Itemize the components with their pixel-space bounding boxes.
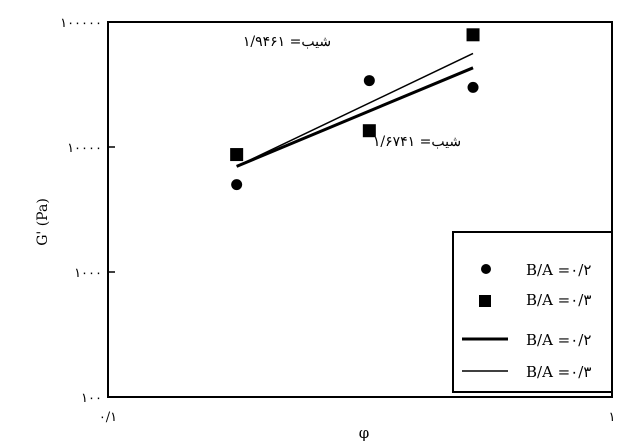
y-tick-label: ۱۰۰۰۰۰ bbox=[60, 16, 102, 31]
data-point-circle bbox=[231, 179, 243, 191]
fit-line-thin bbox=[236, 52, 474, 168]
legend-square-marker-icon bbox=[479, 295, 491, 307]
data-point-square bbox=[362, 124, 376, 138]
legend-label-thin-line: B/A =۰/۳ bbox=[526, 363, 591, 381]
x-tick-label: ۱ bbox=[609, 410, 616, 425]
legend-box bbox=[452, 231, 613, 393]
legend-label-thick-line: B/A =۰/۲ bbox=[526, 331, 591, 349]
x-tick-label: ۰/۱ bbox=[99, 410, 117, 425]
y-tick-label: ۱۰۰ bbox=[81, 391, 102, 406]
slope-annotation-lower: شیب= ۱/۶۷۴۱ bbox=[373, 134, 461, 150]
legend: B/A =۰/۲ B/A =۰/۳ B/A =۰/۲ B/A =۰/۳ bbox=[452, 231, 613, 393]
plot-frame bbox=[107, 21, 613, 398]
y-tick-label: ۱۰۰۰ bbox=[74, 266, 102, 281]
legend-circle-marker-icon bbox=[481, 264, 491, 274]
data-point-circle bbox=[363, 75, 375, 87]
slope-annotation-upper: شیب= ۱/۹۴۶۱ bbox=[243, 34, 331, 50]
legend-label-square: B/A =۰/۳ bbox=[526, 291, 591, 309]
y-tick-label: ۱۰۰۰۰ bbox=[67, 141, 102, 156]
data-point-square bbox=[466, 28, 480, 42]
legend-label-circle: B/A =۰/۲ bbox=[526, 261, 591, 279]
data-point-circle bbox=[467, 81, 479, 93]
x-axis-label: φ bbox=[359, 424, 370, 442]
fit-line-thick bbox=[236, 66, 474, 168]
y-axis-label: G' (Pa) bbox=[35, 198, 51, 246]
data-point-square bbox=[230, 148, 244, 162]
